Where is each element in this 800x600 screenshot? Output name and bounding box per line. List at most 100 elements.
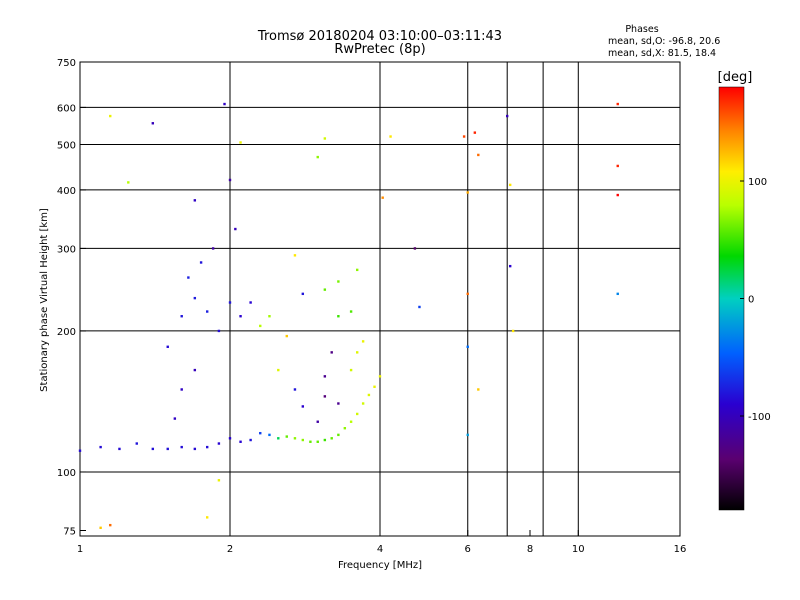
y-axis-label: Stationary phase Virtual Height [km] [39,208,50,392]
echo-point [259,432,261,434]
echo-point [152,448,154,450]
x-tick-label: 2 [227,544,233,555]
echo-point [362,402,364,404]
echo-point [181,315,183,317]
echo-point [194,297,196,299]
echo-point [331,351,333,353]
echo-point [356,269,358,271]
y-tick-label: 75 [63,527,76,538]
echo-point [418,306,420,308]
echo-point [381,196,383,198]
echo-point [477,388,479,390]
y-tick-label: 500 [57,140,76,151]
y-tick-label: 100 [57,468,76,479]
echo-point [617,293,619,295]
echo-point [362,340,364,342]
echo-point [302,405,304,407]
echo-point [181,388,183,390]
echo-point [79,450,81,452]
echo-point [414,247,416,249]
echo-point [617,103,619,105]
echo-point [317,156,319,158]
echo-point [194,199,196,201]
colorbar-tick-label: -100 [748,412,771,423]
echo-point [212,247,214,249]
echo-point [302,439,304,441]
echo-point [223,103,225,105]
echo-point [474,131,476,133]
echo-point [317,441,319,443]
echo-point [379,375,381,377]
echo-point [99,527,101,529]
echo-point [509,184,511,186]
echo-point [174,417,176,419]
echo-point [99,446,101,448]
echo-point [373,386,375,388]
echo-point [239,141,241,143]
colorbar-label: [deg] [718,70,753,85]
echo-point [324,137,326,139]
echo-point [194,448,196,450]
echo-point [239,441,241,443]
echo-point [467,293,469,295]
echo-point [286,435,288,437]
echo-point [324,439,326,441]
y-tick-label: 200 [57,327,76,338]
echo-point [309,441,311,443]
echo-point [234,228,236,230]
echo-point [368,394,370,396]
echo-point [218,330,220,332]
x-axis-label: Frequency [MHz] [338,560,422,571]
echo-point [167,448,169,450]
echo-point [350,310,352,312]
colorbar-tick-label: 100 [748,177,767,188]
echo-point [206,310,208,312]
echo-point [229,437,231,439]
echo-point [617,165,619,167]
stats-line-o: mean, sd,O: -96.8, 20.6 [608,36,720,47]
x-tick-label: 6 [465,544,471,555]
echo-point [350,421,352,423]
echo-point [356,351,358,353]
echo-point [249,301,251,303]
echo-point [239,315,241,317]
echo-point [181,446,183,448]
echo-point [344,427,346,429]
echo-point [127,181,129,183]
echo-point [506,115,508,117]
echo-point [294,254,296,256]
echo-point [194,369,196,371]
echo-point [259,325,261,327]
stats-line-x: mean, sd,X: 81.5, 18.4 [608,48,716,59]
echo-point [152,122,154,124]
echo-point [294,388,296,390]
echo-point [229,301,231,303]
colorbar-ticks: 100 0 -100 [740,177,771,423]
echo-point [277,369,279,371]
chart-subtitle: RwPretec (8p) [334,42,425,57]
echo-point [337,280,339,282]
x-tick-label: 8 [527,544,533,555]
echo-point [324,288,326,290]
echo-point [268,315,270,317]
colorbar-tick-label: 0 [748,295,754,306]
echo-point [136,442,138,444]
echo-point [317,421,319,423]
y-tick-label: 400 [57,186,76,197]
echo-point [337,402,339,404]
echo-point [324,375,326,377]
echo-point [268,434,270,436]
echo-point [109,524,111,526]
echo-point [206,446,208,448]
echo-point [324,395,326,397]
echo-point [467,434,469,436]
echo-point [187,276,189,278]
echo-point [109,115,111,117]
echo-point [617,194,619,196]
y-tick-label: 300 [57,244,76,255]
echo-point [356,413,358,415]
echo-point [467,191,469,193]
echo-point [337,315,339,317]
echo-point [118,448,120,450]
